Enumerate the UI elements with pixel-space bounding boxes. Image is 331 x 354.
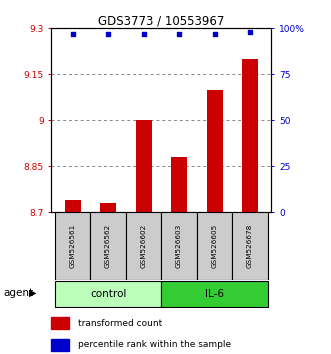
Text: IL-6: IL-6	[205, 289, 224, 299]
Point	[176, 31, 182, 37]
Text: GSM526678: GSM526678	[247, 224, 253, 268]
Point	[70, 31, 75, 37]
Bar	[51, 318, 70, 329]
FancyBboxPatch shape	[232, 212, 268, 280]
Text: transformed count: transformed count	[78, 319, 162, 328]
Bar	[171, 157, 187, 212]
Bar	[207, 90, 223, 212]
FancyBboxPatch shape	[55, 281, 162, 307]
FancyBboxPatch shape	[162, 212, 197, 280]
Text: GSM526603: GSM526603	[176, 224, 182, 268]
Text: percentile rank within the sample: percentile rank within the sample	[78, 340, 231, 349]
FancyBboxPatch shape	[55, 212, 90, 280]
Bar	[136, 120, 152, 212]
FancyBboxPatch shape	[90, 212, 126, 280]
Text: GSM526562: GSM526562	[105, 224, 111, 268]
Text: GSM526561: GSM526561	[70, 224, 75, 268]
Bar	[51, 339, 70, 350]
Text: GSM526605: GSM526605	[212, 224, 217, 268]
Bar	[100, 203, 116, 212]
Title: GDS3773 / 10553967: GDS3773 / 10553967	[98, 14, 224, 27]
FancyBboxPatch shape	[197, 212, 232, 280]
Point	[248, 29, 253, 35]
Point	[106, 31, 111, 37]
Point	[212, 31, 217, 37]
FancyBboxPatch shape	[162, 281, 268, 307]
FancyBboxPatch shape	[126, 212, 162, 280]
Text: GSM526602: GSM526602	[141, 224, 147, 268]
Text: ▶: ▶	[29, 288, 37, 298]
Text: control: control	[90, 289, 126, 299]
Bar	[242, 59, 258, 212]
Text: agent: agent	[3, 288, 33, 298]
Point	[141, 31, 146, 37]
Bar	[65, 200, 80, 212]
